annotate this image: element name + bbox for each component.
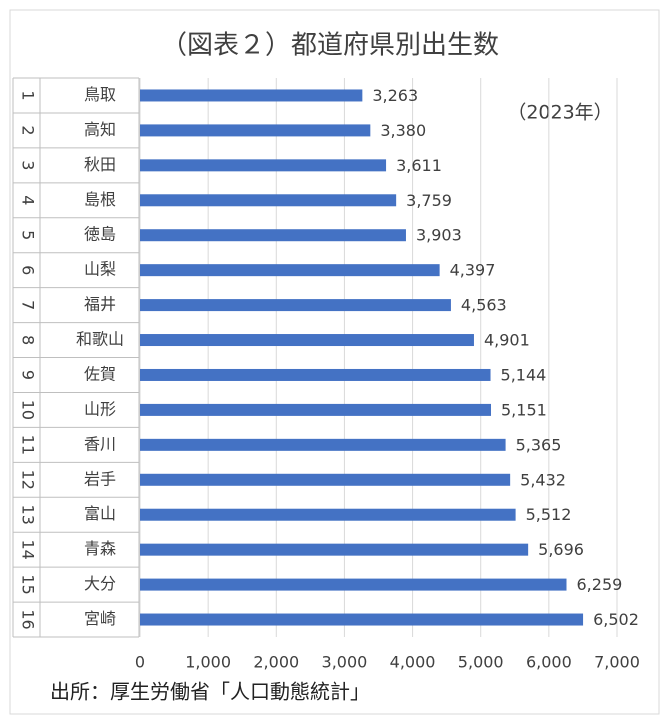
data-label: 3,759 xyxy=(406,191,452,210)
data-label: 5,432 xyxy=(520,470,566,489)
y-tick-label: 山形 xyxy=(84,399,116,418)
y-tick-label: 佐賀 xyxy=(84,364,116,383)
rank-label: 15 xyxy=(19,574,38,594)
bar xyxy=(140,438,506,451)
data-label: 3,611 xyxy=(396,156,442,175)
rank-label: 6 xyxy=(19,265,38,275)
rank-label: 10 xyxy=(19,400,38,420)
bar xyxy=(140,403,492,416)
chart-frame xyxy=(9,9,660,715)
bar xyxy=(140,124,371,137)
data-label: 6,259 xyxy=(577,575,623,594)
data-label: 3,380 xyxy=(380,121,426,140)
x-tick-label: 2,000 xyxy=(253,653,299,672)
x-tick-label: 6,000 xyxy=(526,653,572,672)
y-tick-label: 秋田 xyxy=(84,155,116,174)
bar xyxy=(140,264,440,277)
data-label: 6,502 xyxy=(593,610,639,629)
data-label: 5,151 xyxy=(501,400,547,419)
x-tick-label: 1,000 xyxy=(185,653,231,672)
rank-label: 2 xyxy=(19,125,38,135)
y-tick-label: 鳥取 xyxy=(84,85,116,104)
bar xyxy=(140,159,387,172)
x-tick-label: 3,000 xyxy=(322,653,368,672)
y-tick-label: 高知 xyxy=(84,120,116,139)
bar xyxy=(140,613,584,626)
x-tick-label: 5,000 xyxy=(458,653,504,672)
y-tick-label: 岩手 xyxy=(84,469,116,488)
annotation: （2023年） xyxy=(507,102,612,124)
data-label: 4,563 xyxy=(461,296,507,315)
y-tick-label: 青森 xyxy=(84,539,116,558)
x-tick-label: 4,000 xyxy=(390,653,436,672)
bar xyxy=(140,543,529,556)
y-tick-label: 富山 xyxy=(84,504,116,523)
rank-label: 14 xyxy=(19,539,38,559)
bar xyxy=(140,508,516,521)
y-tick-label: 和歌山 xyxy=(76,330,124,349)
rank-label: 5 xyxy=(19,230,38,240)
rank-label: 4 xyxy=(19,195,38,205)
rank-label: 1 xyxy=(19,90,38,100)
data-label: 4,397 xyxy=(450,261,496,280)
rank-label: 3 xyxy=(19,160,38,170)
data-label: 5,365 xyxy=(516,435,562,454)
data-label: 5,696 xyxy=(538,540,584,559)
y-tick-label: 徳島 xyxy=(84,225,116,244)
y-tick-label: 宮崎 xyxy=(84,609,116,628)
y-tick-label: 大分 xyxy=(84,574,116,593)
data-label: 5,512 xyxy=(526,505,572,524)
bar xyxy=(140,473,511,486)
bar xyxy=(140,578,567,591)
y-tick-label: 山梨 xyxy=(84,260,116,279)
rank-label: 16 xyxy=(19,609,38,629)
data-label: 4,901 xyxy=(484,331,530,350)
y-tick-label: 香川 xyxy=(84,434,116,453)
bar xyxy=(140,229,406,242)
y-tick-label: 島根 xyxy=(84,190,116,209)
rank-label: 7 xyxy=(19,300,38,310)
rank-label: 13 xyxy=(19,505,38,525)
source-note: 出所：厚生労働省「人口動態統計」 xyxy=(50,680,370,704)
rank-label: 8 xyxy=(19,335,38,345)
bar xyxy=(140,334,474,347)
bar xyxy=(140,299,451,312)
bar xyxy=(140,368,491,381)
rank-label: 9 xyxy=(19,370,38,380)
y-tick-label: 福井 xyxy=(84,295,116,314)
data-label: 5,144 xyxy=(501,365,547,384)
data-label: 3,903 xyxy=(416,226,462,245)
bar xyxy=(140,194,397,207)
data-label: 3,263 xyxy=(372,86,418,105)
x-tick-label: 7,000 xyxy=(594,653,640,672)
rank-label: 11 xyxy=(19,435,38,455)
chart-title: （図表２）都道府県別出生数 xyxy=(161,31,499,61)
x-tick-label: 0 xyxy=(135,653,145,672)
rank-label: 12 xyxy=(19,470,38,490)
bar xyxy=(140,89,363,102)
